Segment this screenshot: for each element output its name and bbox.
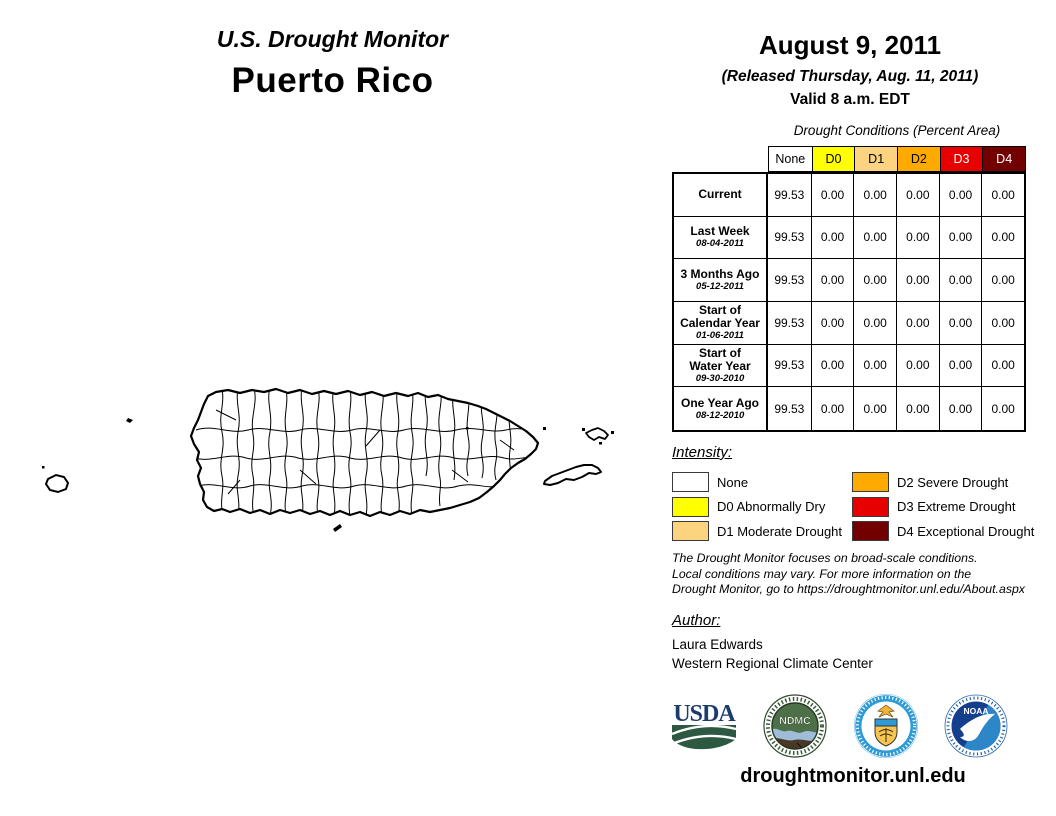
value-cell: 0.00 bbox=[938, 344, 982, 388]
value-cell: 0.00 bbox=[810, 344, 854, 388]
intensity-heading: Intensity: bbox=[672, 444, 733, 461]
table-caption: Drought Conditions (Percent Area) bbox=[793, 123, 1001, 138]
author-block: Author: Laura Edwards Western Regional C… bbox=[672, 612, 1032, 671]
value-cell: 0.00 bbox=[853, 344, 896, 388]
legend-swatch-d3 bbox=[852, 496, 889, 517]
value-cell: 0.00 bbox=[981, 344, 1024, 388]
page-title: U.S. Drought Monitor bbox=[216, 26, 449, 52]
agency-logos: USDA NDMC bbox=[670, 694, 1008, 758]
value-cell: 0.00 bbox=[896, 174, 939, 217]
value-cell: 99.53 bbox=[768, 174, 811, 217]
row-header-one-year-ago: One Year Ago 08-12-2010 bbox=[674, 387, 768, 430]
svg-text:USDA: USDA bbox=[673, 701, 736, 727]
value-cell: 0.00 bbox=[896, 344, 939, 388]
legend-swatch-d4 bbox=[852, 521, 889, 542]
value-cell: 99.53 bbox=[768, 217, 811, 260]
usda-logo: USDA bbox=[671, 701, 737, 750]
value-cell: 0.00 bbox=[981, 174, 1024, 217]
row-header-current: Current bbox=[674, 174, 768, 217]
release-date: (Released Thursday, Aug. 11, 2011) bbox=[721, 68, 979, 85]
disclaimer-text: The Drought Monitor focuses on broad-sca… bbox=[672, 551, 1025, 596]
date-block: August 9, 2011 (Released Thursday, Aug. … bbox=[700, 30, 1000, 109]
value-cell: 0.00 bbox=[896, 387, 939, 430]
value-cell: 0.00 bbox=[896, 302, 939, 345]
value-cell: 0.00 bbox=[981, 216, 1024, 260]
intensity-legend: Intensity: None D0 Abnormally Dry D1 Mod… bbox=[672, 444, 1036, 544]
vieques-island bbox=[543, 464, 602, 486]
cay-dot-2 bbox=[466, 427, 469, 430]
valid-time: Valid 8 a.m. EDT bbox=[790, 91, 910, 108]
region-title: Puerto Rico bbox=[231, 61, 434, 100]
desecheo-island bbox=[126, 418, 133, 423]
value-cell: 0.00 bbox=[810, 216, 854, 260]
author-org: Western Regional Climate Center bbox=[672, 656, 873, 671]
column-header-d4: D4 bbox=[982, 147, 1025, 171]
value-cell: 0.00 bbox=[896, 216, 939, 260]
puerto-rico-map bbox=[42, 387, 614, 532]
svg-text:NDMC: NDMC bbox=[780, 715, 812, 727]
author-name: Laura Edwards bbox=[672, 637, 763, 652]
value-cell: 0.00 bbox=[938, 174, 982, 217]
value-cell: 99.53 bbox=[774, 401, 805, 416]
main-island bbox=[191, 389, 538, 516]
value-cell: 0.00 bbox=[853, 302, 896, 345]
row-header-last-week: Last Week 08-04-2011 bbox=[674, 216, 768, 260]
legend-item-d2: D2 Severe Drought bbox=[852, 470, 1032, 495]
drought-table: Current 99.53 0.00 0.00 0.00 0.00 0.00 L… bbox=[672, 172, 1026, 432]
value-cell: 0.00 bbox=[981, 259, 1024, 302]
mona-island bbox=[44, 473, 70, 494]
value-cell: 99.53 bbox=[768, 259, 811, 302]
value-cell: 0.00 bbox=[810, 174, 854, 217]
row-header-3-months-ago: 3 Months Ago 05-12-2011 bbox=[674, 259, 768, 302]
value-cell: 0.00 bbox=[810, 259, 854, 302]
legend-item-d3: D3 Extreme Drought bbox=[852, 495, 1032, 520]
footer-url: droughtmonitor.unl.edu bbox=[740, 765, 966, 787]
caja-de-muertos-island bbox=[333, 524, 342, 532]
commerce-seal-logo bbox=[853, 694, 918, 758]
column-header-d0: D0 bbox=[811, 147, 855, 171]
monito-island bbox=[42, 466, 45, 469]
main-island-coastline bbox=[189, 387, 540, 518]
ndmc-logo: NDMC bbox=[763, 694, 827, 758]
value-cell: 0.00 bbox=[853, 174, 896, 217]
value-cell: 0.00 bbox=[981, 302, 1024, 345]
row-header-start-water-year: Start of Water Year 09-30-2010 bbox=[674, 344, 768, 388]
legend-item-none: None bbox=[672, 470, 852, 495]
value-cell: 0.00 bbox=[938, 216, 982, 260]
culebra-island bbox=[582, 427, 614, 445]
value-cell: 0.00 bbox=[938, 302, 982, 345]
value-cell: 0.00 bbox=[810, 302, 854, 345]
column-header-none: None bbox=[769, 147, 812, 171]
column-header-d1: D1 bbox=[854, 147, 897, 171]
value-cell: 0.00 bbox=[981, 387, 1024, 430]
value-cell: 0.00 bbox=[938, 259, 982, 302]
legend-swatch-d2 bbox=[852, 472, 889, 493]
value-cell: 0.00 bbox=[938, 387, 982, 430]
legend-item-d4: D4 Exceptional Drought bbox=[852, 519, 1034, 544]
column-header-d3: D3 bbox=[939, 147, 983, 171]
legend-item-d1: D1 Moderate Drought bbox=[672, 519, 852, 544]
noaa-logo: NOAA bbox=[944, 694, 1008, 758]
cay-dot-1 bbox=[543, 427, 546, 430]
value-cell: 99.53 bbox=[768, 345, 811, 388]
author-heading: Author: bbox=[672, 612, 721, 629]
value-cell: 99.53 bbox=[768, 302, 811, 345]
legend-swatch-d1 bbox=[672, 521, 709, 542]
legend-swatch-none bbox=[672, 472, 709, 493]
svg-text:NOAA: NOAA bbox=[963, 706, 988, 716]
drought-table-header: None D0 D1 D2 D3 D4 bbox=[768, 146, 1026, 172]
report-date: August 9, 2011 bbox=[758, 30, 942, 60]
legend-swatch-d0 bbox=[672, 496, 709, 517]
value-cell: 0.00 bbox=[853, 259, 896, 302]
row-header-start-calendar-year: Start of Calendar Year 01-06-2011 bbox=[674, 302, 768, 345]
value-cell: 0.00 bbox=[853, 387, 896, 430]
column-header-d2: D2 bbox=[897, 147, 940, 171]
title-block: U.S. Drought Monitor Puerto Rico bbox=[150, 26, 515, 101]
municipality-boundaries bbox=[193, 389, 538, 516]
value-cell: 0.00 bbox=[810, 387, 854, 430]
value-cell: 0.00 bbox=[896, 259, 939, 302]
legend-item-d0: D0 Abnormally Dry bbox=[672, 495, 852, 520]
value-cell: 0.00 bbox=[853, 216, 896, 260]
